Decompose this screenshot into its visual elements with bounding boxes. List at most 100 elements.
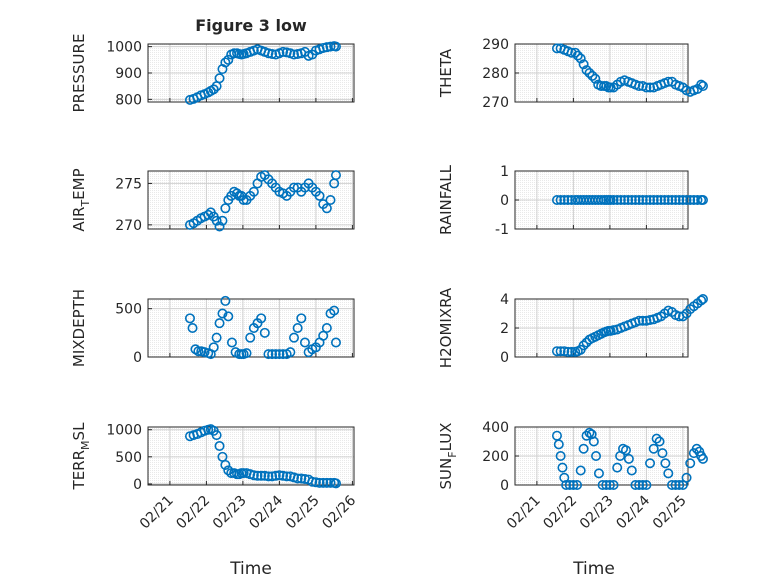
- data-point: [217, 215, 228, 226]
- data-point: [596, 81, 607, 92]
- data-point: [325, 477, 336, 488]
- data-point: [248, 470, 259, 481]
- data-point: [601, 479, 612, 490]
- data-point: [267, 349, 278, 360]
- y-tick-label: 0: [500, 350, 509, 366]
- data-point: [578, 340, 589, 351]
- x-tick-label: 02/24: [246, 492, 286, 532]
- data-point: [597, 479, 608, 490]
- data-point: [562, 346, 573, 357]
- data-point: [555, 195, 566, 206]
- data-point: [626, 195, 637, 206]
- data-point: [677, 195, 688, 206]
- x-tick-label: 02/22: [540, 493, 580, 533]
- data-point: [559, 195, 570, 206]
- data-point: [572, 479, 583, 490]
- data-point: [630, 195, 641, 206]
- x-tick-label: 02/23: [210, 493, 250, 533]
- y-tick-label: 0: [500, 193, 509, 209]
- data-point: [208, 84, 219, 95]
- y-tick-label: 500: [115, 302, 142, 318]
- data-point: [572, 50, 583, 61]
- data-point: [555, 450, 566, 461]
- x-axis-label-right: Time: [572, 559, 615, 579]
- data-point: [217, 308, 228, 319]
- data-point: [584, 427, 595, 438]
- data-point: [211, 215, 222, 226]
- data-point: [637, 315, 648, 326]
- data-point: [187, 322, 198, 333]
- data-point: [248, 186, 259, 197]
- y-axis-label: TERRMSL: [70, 422, 92, 491]
- data-point: [325, 195, 336, 206]
- data-point: [193, 346, 204, 357]
- data-point: [296, 473, 307, 484]
- data-point: [615, 195, 626, 206]
- y-tick-label: 900: [115, 66, 142, 82]
- data-point: [645, 82, 656, 93]
- data-point: [211, 332, 222, 343]
- data-point: [329, 305, 340, 316]
- panel-theta: 270 280 290 THETA: [437, 37, 708, 111]
- y-tick-label: 0: [500, 478, 509, 494]
- data-point: [263, 349, 274, 360]
- data-point: [223, 54, 234, 65]
- data-point: [584, 68, 595, 79]
- data-point: [318, 330, 329, 341]
- data-point: [559, 472, 570, 483]
- data-point: [593, 468, 604, 479]
- data-point: [575, 53, 586, 64]
- data-point: [685, 458, 696, 469]
- panel-air-temp: 270 275 AIRTEMP: [70, 168, 355, 234]
- x-axis-label-left: Time: [229, 559, 272, 579]
- y-tick-label: 270: [115, 218, 142, 234]
- data-point: [654, 436, 665, 447]
- data-point: [214, 73, 225, 84]
- data-point: [220, 459, 231, 470]
- y-tick-label: 0: [133, 477, 142, 493]
- data-point: [612, 462, 623, 473]
- data-point: [296, 313, 307, 324]
- data-point: [330, 41, 341, 52]
- data-point: [245, 332, 256, 343]
- data-point: [566, 47, 577, 58]
- data-point: [670, 195, 681, 206]
- data-point: [557, 462, 568, 473]
- data-point: [601, 81, 612, 92]
- data-point: [596, 195, 607, 206]
- y-tick-label: 4: [500, 292, 509, 308]
- data-point: [274, 470, 285, 481]
- data-point: [575, 465, 586, 476]
- data-point: [612, 195, 623, 206]
- data-point: [626, 465, 637, 476]
- data-point: [238, 468, 249, 479]
- data-point: [566, 346, 577, 357]
- data-point: [681, 472, 692, 483]
- data-point: [559, 346, 570, 357]
- data-point: [692, 195, 703, 206]
- data-point: [223, 311, 234, 322]
- data-point: [681, 195, 692, 206]
- data-point: [241, 348, 252, 359]
- data-point: [263, 471, 274, 482]
- data-point: [648, 195, 659, 206]
- data-point: [591, 450, 602, 461]
- data-point: [203, 209, 214, 220]
- data-point: [645, 195, 656, 206]
- x-tick-label: 02/25: [283, 493, 323, 533]
- data-point: [330, 170, 341, 181]
- x-tick-label: 02/24: [613, 492, 653, 532]
- data-point: [278, 470, 289, 481]
- y-axis-label: SUNFLUX: [437, 423, 459, 490]
- data-point: [648, 443, 659, 454]
- y-tick-label: 200: [482, 449, 509, 465]
- y-tick-label: 280: [482, 66, 509, 82]
- data-point: [318, 477, 329, 488]
- y-tick-label: 1000: [106, 423, 142, 439]
- data-point: [288, 49, 299, 60]
- y-tick-label: 400: [482, 420, 509, 436]
- data-point: [325, 41, 336, 52]
- data-point: [608, 479, 619, 490]
- panel-mixdepth: 0 500 MIXDEPTH: [70, 289, 355, 367]
- y-axis-label: PRESSURE: [70, 34, 88, 113]
